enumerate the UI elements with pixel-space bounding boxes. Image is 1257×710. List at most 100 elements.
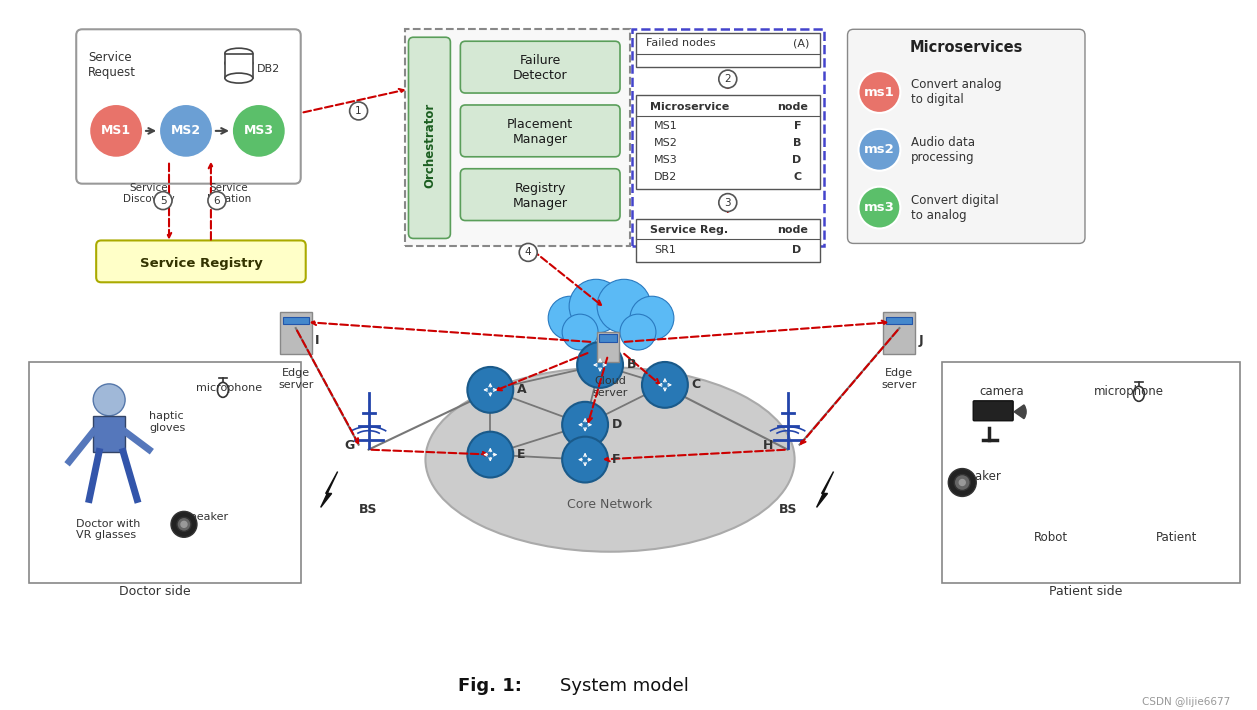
Circle shape bbox=[859, 187, 900, 229]
Text: MS1: MS1 bbox=[101, 124, 131, 137]
FancyBboxPatch shape bbox=[77, 29, 300, 184]
FancyBboxPatch shape bbox=[409, 37, 450, 239]
FancyBboxPatch shape bbox=[283, 317, 309, 324]
Text: ms2: ms2 bbox=[864, 143, 895, 156]
Text: I: I bbox=[314, 334, 319, 346]
Circle shape bbox=[160, 104, 212, 158]
Text: Service Registry: Service Registry bbox=[140, 257, 263, 270]
Circle shape bbox=[231, 104, 285, 158]
Text: ms3: ms3 bbox=[864, 201, 895, 214]
Text: Microservice: Microservice bbox=[650, 102, 729, 112]
Text: Audio data
processing: Audio data processing bbox=[911, 136, 975, 164]
Text: Edge
server: Edge server bbox=[881, 368, 918, 390]
Circle shape bbox=[597, 279, 651, 333]
Text: Core Network: Core Network bbox=[567, 498, 652, 511]
Text: Fig. 1:: Fig. 1: bbox=[459, 677, 522, 694]
Circle shape bbox=[562, 402, 608, 447]
FancyBboxPatch shape bbox=[943, 362, 1239, 583]
FancyBboxPatch shape bbox=[847, 29, 1085, 244]
Text: DB2: DB2 bbox=[654, 172, 678, 182]
Text: MS2: MS2 bbox=[171, 124, 201, 137]
Text: Patient: Patient bbox=[1156, 531, 1198, 544]
Text: MS3: MS3 bbox=[654, 155, 678, 165]
Circle shape bbox=[642, 362, 688, 408]
Circle shape bbox=[468, 367, 513, 413]
Text: 2: 2 bbox=[724, 74, 732, 84]
FancyBboxPatch shape bbox=[280, 312, 312, 354]
Text: DB2: DB2 bbox=[256, 64, 280, 74]
Text: camera: camera bbox=[979, 386, 1024, 398]
Text: E: E bbox=[517, 448, 525, 461]
Text: haptic
gloves: haptic gloves bbox=[150, 411, 185, 432]
Text: D: D bbox=[792, 155, 802, 165]
Text: C: C bbox=[691, 378, 701, 391]
Text: H: H bbox=[763, 439, 773, 452]
Circle shape bbox=[577, 342, 623, 388]
Circle shape bbox=[155, 192, 172, 209]
Circle shape bbox=[959, 479, 965, 486]
Text: ms1: ms1 bbox=[864, 85, 895, 99]
FancyBboxPatch shape bbox=[29, 362, 300, 583]
Text: node: node bbox=[777, 226, 807, 236]
Text: Microservices: Microservices bbox=[910, 40, 1023, 55]
Text: MS3: MS3 bbox=[244, 124, 274, 137]
Text: BS: BS bbox=[360, 503, 378, 516]
Text: 3: 3 bbox=[724, 197, 732, 207]
Circle shape bbox=[562, 437, 608, 483]
Text: Convert digital
to analog: Convert digital to analog bbox=[911, 194, 999, 222]
Circle shape bbox=[954, 474, 970, 491]
Text: Orchestrator: Orchestrator bbox=[422, 103, 436, 188]
Text: MS2: MS2 bbox=[654, 138, 678, 148]
FancyBboxPatch shape bbox=[636, 95, 820, 189]
Ellipse shape bbox=[425, 368, 794, 552]
Circle shape bbox=[89, 104, 143, 158]
Circle shape bbox=[519, 244, 537, 261]
Text: Cloud
server: Cloud server bbox=[592, 376, 627, 398]
Text: Patient side: Patient side bbox=[1050, 584, 1123, 598]
Text: B: B bbox=[793, 138, 802, 148]
Text: Failed nodes: Failed nodes bbox=[646, 38, 715, 48]
Circle shape bbox=[548, 296, 592, 340]
Text: Placement
Manager: Placement Manager bbox=[507, 118, 573, 146]
FancyBboxPatch shape bbox=[600, 334, 617, 342]
Text: System model: System model bbox=[561, 677, 689, 694]
Text: microphone: microphone bbox=[196, 383, 261, 393]
Text: J: J bbox=[919, 334, 923, 346]
Circle shape bbox=[349, 102, 367, 120]
Wedge shape bbox=[1014, 405, 1026, 419]
Text: G: G bbox=[344, 439, 354, 452]
Text: microphone: microphone bbox=[1094, 386, 1164, 398]
Text: (A): (A) bbox=[793, 38, 810, 48]
FancyBboxPatch shape bbox=[406, 29, 630, 246]
Text: Registry
Manager: Registry Manager bbox=[513, 182, 568, 209]
Circle shape bbox=[468, 432, 513, 478]
Text: SR1: SR1 bbox=[654, 246, 676, 256]
Text: F: F bbox=[612, 453, 621, 466]
Ellipse shape bbox=[225, 58, 253, 68]
Circle shape bbox=[177, 518, 191, 531]
Text: Doctor with
VR glasses: Doctor with VR glasses bbox=[77, 518, 141, 540]
Circle shape bbox=[620, 314, 656, 350]
Text: F: F bbox=[794, 121, 802, 131]
FancyBboxPatch shape bbox=[973, 401, 1013, 421]
Text: MS1: MS1 bbox=[654, 121, 678, 131]
Text: 1: 1 bbox=[356, 106, 362, 116]
Text: B: B bbox=[627, 359, 636, 371]
Text: speaker: speaker bbox=[954, 470, 1001, 483]
Polygon shape bbox=[817, 471, 833, 508]
Text: Robot: Robot bbox=[1035, 531, 1068, 544]
FancyBboxPatch shape bbox=[460, 105, 620, 157]
FancyBboxPatch shape bbox=[597, 332, 618, 362]
Circle shape bbox=[569, 279, 623, 333]
FancyBboxPatch shape bbox=[93, 416, 126, 452]
Circle shape bbox=[859, 129, 900, 170]
Text: A: A bbox=[517, 383, 527, 396]
Circle shape bbox=[630, 296, 674, 340]
Text: Doctor side: Doctor side bbox=[119, 584, 191, 598]
FancyBboxPatch shape bbox=[636, 219, 820, 263]
Text: Service
Location: Service Location bbox=[206, 182, 251, 204]
Text: Service
Request: Service Request bbox=[88, 51, 136, 80]
Circle shape bbox=[719, 70, 737, 88]
FancyBboxPatch shape bbox=[636, 33, 820, 67]
Text: node: node bbox=[777, 102, 807, 112]
